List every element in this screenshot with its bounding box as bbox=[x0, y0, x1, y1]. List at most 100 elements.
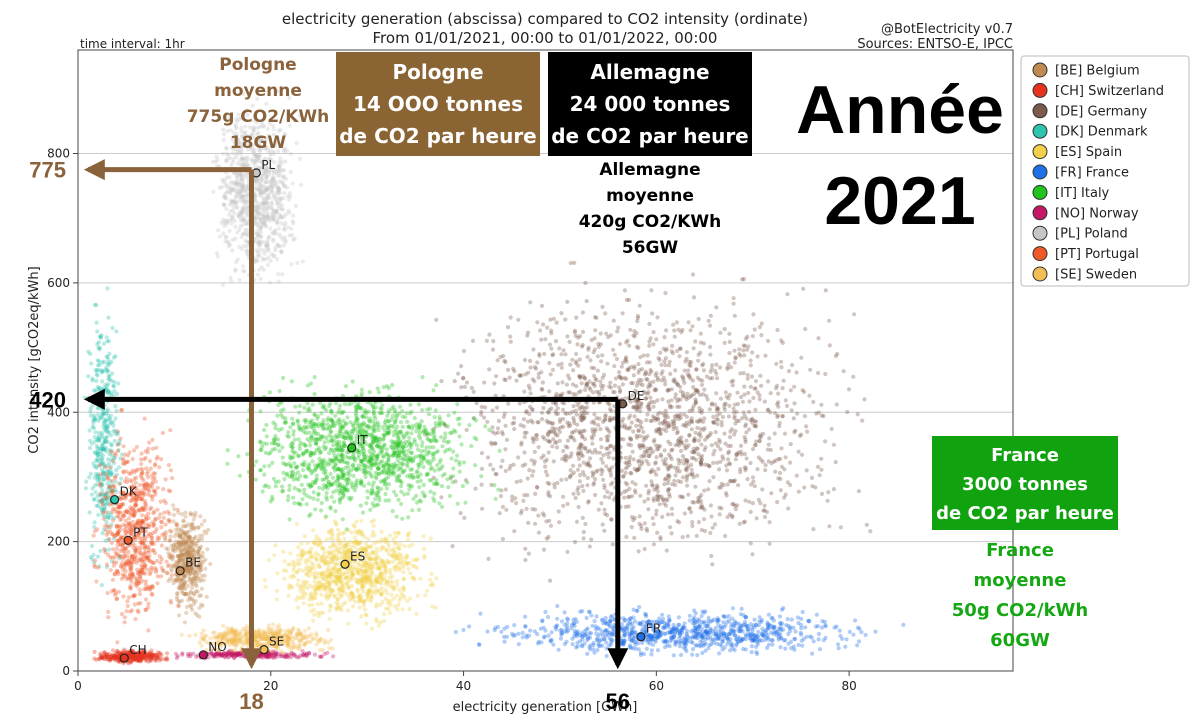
scatter-point bbox=[511, 462, 516, 467]
scatter-point bbox=[674, 380, 679, 385]
scatter-point bbox=[614, 356, 620, 362]
scatter-point bbox=[608, 467, 613, 472]
sources-label: Sources: ENTSO-E, IPCC bbox=[857, 37, 1013, 52]
scatter-point bbox=[605, 513, 610, 518]
scatter-point bbox=[137, 651, 142, 657]
scatter-point bbox=[193, 573, 198, 578]
scatter-point bbox=[594, 627, 599, 632]
scatter-point bbox=[648, 469, 654, 475]
scatter-point bbox=[139, 656, 144, 661]
scatter-point bbox=[660, 625, 666, 631]
scatter-point bbox=[636, 370, 641, 375]
scatter-point bbox=[671, 378, 676, 383]
scatter-point bbox=[679, 440, 685, 445]
scatter-point bbox=[164, 546, 169, 551]
scatter-point bbox=[686, 443, 691, 448]
scatter-point bbox=[92, 302, 98, 308]
scatter-point bbox=[105, 413, 110, 418]
scatter-point bbox=[168, 576, 173, 582]
scatter-point bbox=[786, 623, 791, 629]
scatter-point bbox=[137, 656, 142, 661]
scatter-point bbox=[561, 416, 566, 422]
scatter-point bbox=[202, 573, 207, 578]
scatter-point bbox=[632, 329, 637, 334]
scatter-point bbox=[549, 406, 554, 411]
scatter-point bbox=[729, 379, 734, 384]
scatter-point bbox=[596, 341, 601, 346]
scatter-point bbox=[109, 654, 114, 659]
scatter-point bbox=[575, 451, 580, 456]
scatter-point bbox=[131, 653, 136, 658]
scatter-point bbox=[111, 653, 116, 658]
scatter-point bbox=[682, 422, 688, 427]
scatter-point bbox=[788, 629, 793, 634]
scatter-point bbox=[184, 550, 190, 555]
scatter-point bbox=[707, 479, 712, 484]
scatter-point bbox=[714, 633, 719, 638]
scatter-point bbox=[180, 536, 186, 541]
scatter-point bbox=[737, 347, 742, 352]
scatter-point bbox=[546, 450, 551, 455]
scatter-point bbox=[96, 367, 101, 372]
scatter-point bbox=[582, 411, 587, 416]
scatter-point bbox=[687, 618, 692, 623]
scatter-point bbox=[635, 315, 641, 321]
scatter-point bbox=[676, 461, 682, 466]
scatter-point bbox=[648, 418, 653, 424]
scatter-point bbox=[128, 654, 133, 659]
scatter-point bbox=[775, 413, 781, 418]
scatter-point bbox=[576, 335, 581, 340]
scatter-point bbox=[802, 389, 807, 395]
scatter-point bbox=[363, 568, 368, 574]
scatter-point bbox=[654, 486, 659, 491]
scatter-point bbox=[732, 402, 738, 407]
scatter-point bbox=[642, 454, 647, 459]
scatter-point bbox=[580, 434, 585, 439]
scatter-point bbox=[739, 606, 744, 612]
scatter-point bbox=[841, 369, 846, 374]
scatter-point bbox=[550, 367, 556, 372]
scatter-point bbox=[379, 537, 384, 542]
scatter-point bbox=[127, 650, 132, 656]
scatter-point bbox=[622, 423, 627, 428]
scatter-point bbox=[189, 567, 194, 572]
scatter-point bbox=[199, 562, 204, 567]
scatter-point bbox=[354, 519, 359, 524]
scatter-point bbox=[102, 656, 107, 662]
scatter-point bbox=[568, 260, 573, 266]
scatter-point bbox=[763, 353, 768, 358]
scatter-point bbox=[829, 426, 834, 432]
scatter-point bbox=[651, 496, 656, 501]
scatter-point bbox=[804, 468, 809, 473]
scatter-point bbox=[175, 553, 181, 559]
scatter-point bbox=[708, 313, 714, 318]
scatter-point bbox=[786, 506, 791, 511]
scatter-point bbox=[114, 655, 119, 660]
scatter-point bbox=[664, 411, 669, 417]
scatter-point bbox=[696, 352, 701, 357]
scatter-point bbox=[721, 456, 726, 461]
scatter-point bbox=[548, 494, 553, 499]
scatter-point bbox=[799, 432, 804, 437]
scatter-point bbox=[646, 390, 651, 395]
scatter-point bbox=[668, 442, 673, 447]
scatter-point bbox=[434, 576, 439, 581]
scatter-point bbox=[398, 552, 404, 557]
scatter-point bbox=[556, 509, 561, 514]
scatter-point bbox=[335, 602, 341, 607]
scatter-point bbox=[146, 654, 151, 659]
scatter-point bbox=[630, 621, 635, 626]
scatter-point bbox=[641, 438, 647, 443]
scatter-point bbox=[766, 612, 772, 617]
scatter-point bbox=[667, 644, 672, 649]
scatter-point bbox=[137, 650, 142, 655]
scatter-point bbox=[678, 458, 683, 463]
scatter-point bbox=[816, 410, 822, 415]
scatter-point bbox=[655, 635, 660, 641]
scatter-point bbox=[560, 456, 565, 462]
scatter-point bbox=[654, 455, 659, 460]
scatter-point bbox=[800, 609, 805, 615]
scatter-point bbox=[653, 416, 658, 421]
scatter-point bbox=[186, 598, 191, 603]
scatter-point bbox=[539, 455, 544, 460]
